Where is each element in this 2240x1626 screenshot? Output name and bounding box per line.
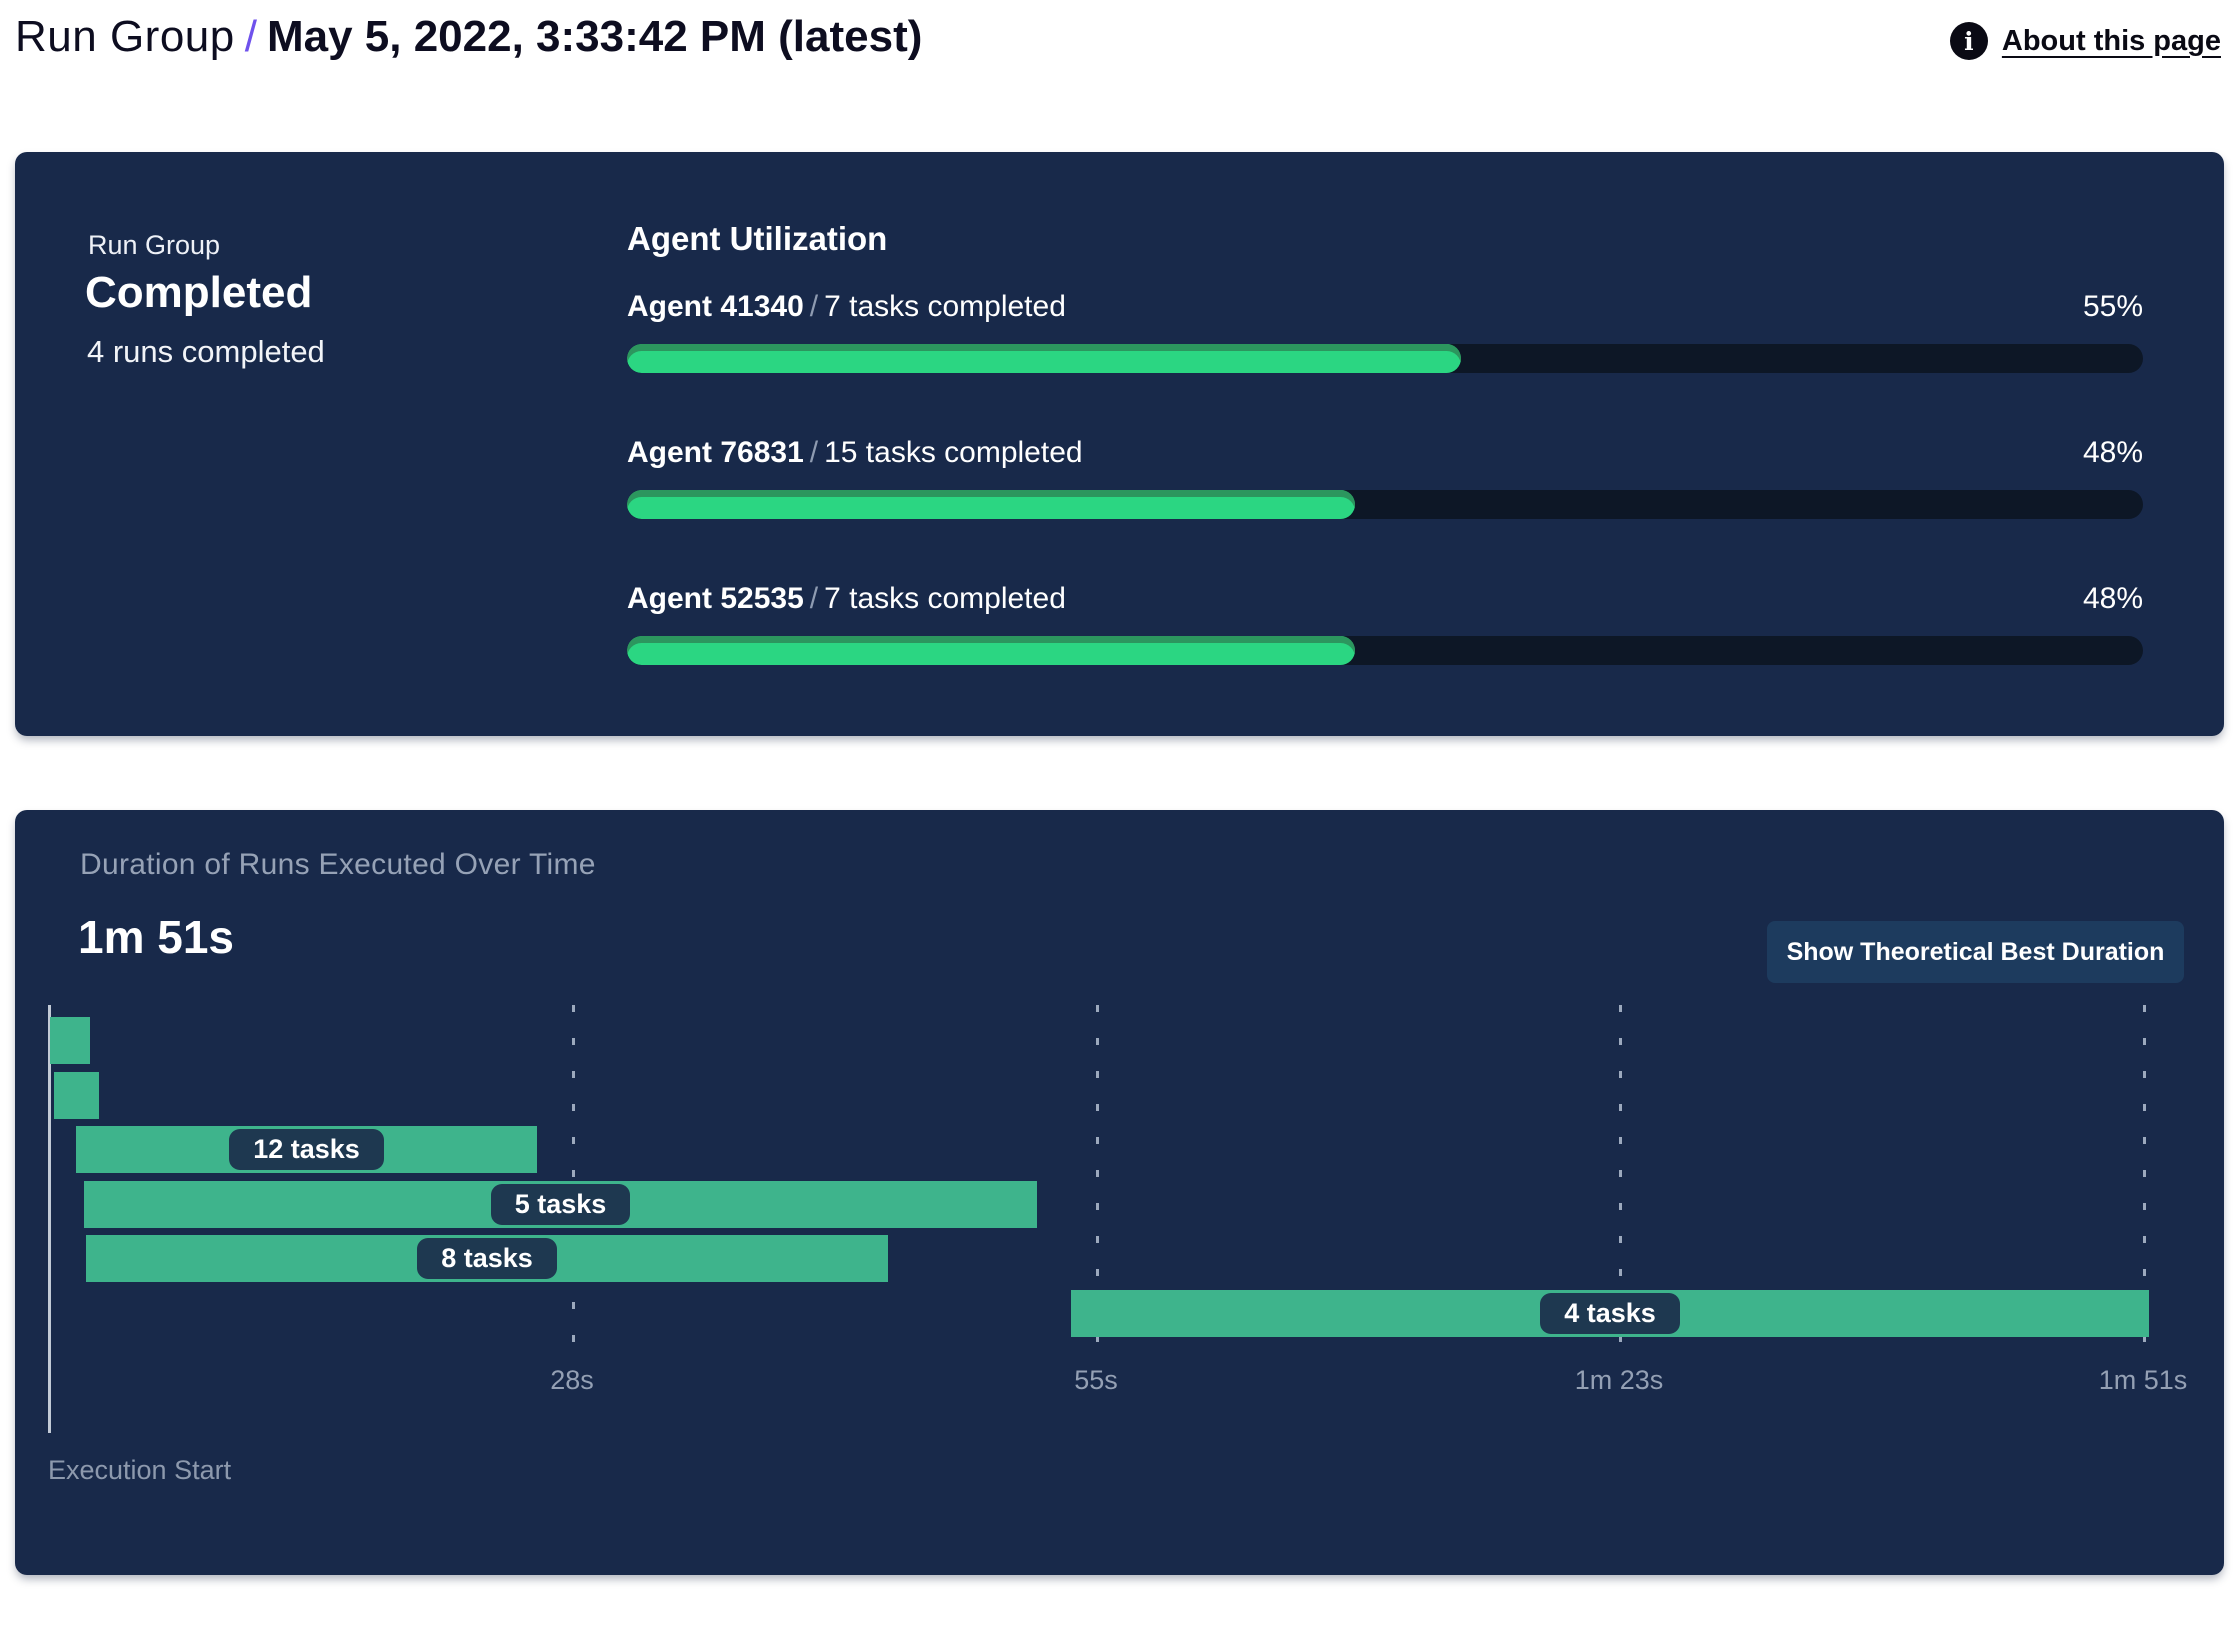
gridline	[2143, 1005, 2146, 1357]
task-count-pill: 5 tasks	[490, 1184, 631, 1225]
duration-panel: Duration of Runs Executed Over Time 1m 5…	[15, 810, 2224, 1575]
utilization-percent: 48%	[2082, 582, 2143, 615]
page-header: Run Group / May 5, 2022, 3:33:42 PM (lates…	[15, 6, 2225, 86]
utilization-percent: 48%	[2082, 436, 2143, 469]
axis-tick-label: 28s	[550, 1365, 594, 1395]
execution-start-label: Execution Start	[48, 1455, 232, 1485]
agent-label-line: Agent 76831/15 tasks completed 48%	[627, 436, 2143, 476]
gantt-run-bar[interactable]: 4 tasks	[1071, 1290, 2149, 1337]
agent-label-line: Agent 52535/7 tasks completed 48%	[627, 582, 2143, 622]
run-title: May 5, 2022, 3:33:42 PM (latest)	[266, 12, 923, 61]
gantt-run-bar[interactable]	[54, 1072, 99, 1119]
agent-utilization-title: Agent Utilization	[627, 220, 888, 257]
agent-separator: /	[809, 582, 819, 615]
gantt-run-bar[interactable]: 12 tasks	[76, 1126, 537, 1173]
axis-tick-label: 1m 51s	[2098, 1365, 2188, 1395]
utilization-bar-track	[627, 490, 2143, 519]
task-count-pill: 8 tasks	[417, 1238, 557, 1279]
show-theoretical-best-duration-button[interactable]: Show Theoretical Best Duration	[1767, 921, 2184, 983]
run-group-panel: Run Group Completed 4 runs completed Age…	[15, 152, 2224, 736]
agent-utilization-section: Agent Utilization Agent 41340/7 tasks co…	[627, 152, 2143, 736]
utilization-bar-fill	[627, 490, 1355, 519]
gridline	[1619, 1005, 1622, 1357]
gantt-run-bar[interactable]: 8 tasks	[86, 1235, 888, 1282]
gridline	[1096, 1005, 1099, 1357]
agent-separator: /	[809, 290, 819, 323]
agent-id: Agent 52535	[627, 582, 804, 615]
agent-tasks-completed: 15 tasks completed	[824, 436, 1083, 469]
utilization-bar-fill	[627, 636, 1355, 665]
runs-completed-count: 4 runs completed	[87, 334, 325, 369]
duration-chart-title: Duration of Runs Executed Over Time	[80, 848, 596, 881]
task-count-pill: 4 tasks	[1540, 1293, 1680, 1334]
agent-row: Agent 41340/7 tasks completed 55%	[627, 290, 2143, 400]
breadcrumb[interactable]: Run Group	[15, 12, 235, 61]
run-group-label: Run Group	[88, 230, 221, 260]
agent-id: Agent 41340	[627, 290, 804, 323]
total-duration-value: 1m 51s	[78, 911, 235, 963]
about-link-label: About this page	[2001, 24, 2221, 57]
axis-tick-label: 1m 23s	[1574, 1365, 1664, 1395]
axis-tick-label: 55s	[1074, 1365, 1118, 1395]
gantt-run-bar[interactable]: 5 tasks	[84, 1181, 1037, 1228]
agent-tasks-completed: 7 tasks completed	[824, 582, 1066, 615]
utilization-bar-track	[627, 636, 2143, 665]
run-group-status: Completed	[85, 268, 313, 317]
gantt-chart: 12 tasks 5 tasks 8 tasks 4 tasks 28s 55s 1m 2…	[48, 1005, 2218, 1475]
agent-row: Agent 52535/7 tasks completed 48%	[627, 582, 2143, 692]
agent-id: Agent 76831	[627, 436, 804, 469]
breadcrumb-separator: /	[244, 12, 257, 61]
agent-tasks-completed: 7 tasks completed	[824, 290, 1066, 323]
agent-row: Agent 76831/15 tasks completed 48%	[627, 436, 2143, 546]
agent-label-line: Agent 41340/7 tasks completed 55%	[627, 290, 2143, 330]
gantt-run-bar[interactable]	[50, 1017, 90, 1064]
execution-start-axis-line	[48, 1005, 51, 1433]
utilization-bar-fill	[627, 344, 1461, 373]
agent-separator: /	[809, 436, 819, 469]
info-icon: i	[1949, 22, 1988, 60]
page-title: Run Group / May 5, 2022, 3:33:42 PM (lates…	[15, 12, 922, 62]
task-count-pill: 12 tasks	[229, 1129, 384, 1170]
utilization-bar-track	[627, 344, 2143, 373]
about-link[interactable]: i About this page	[1949, 22, 2221, 60]
utilization-percent: 55%	[2082, 290, 2143, 323]
